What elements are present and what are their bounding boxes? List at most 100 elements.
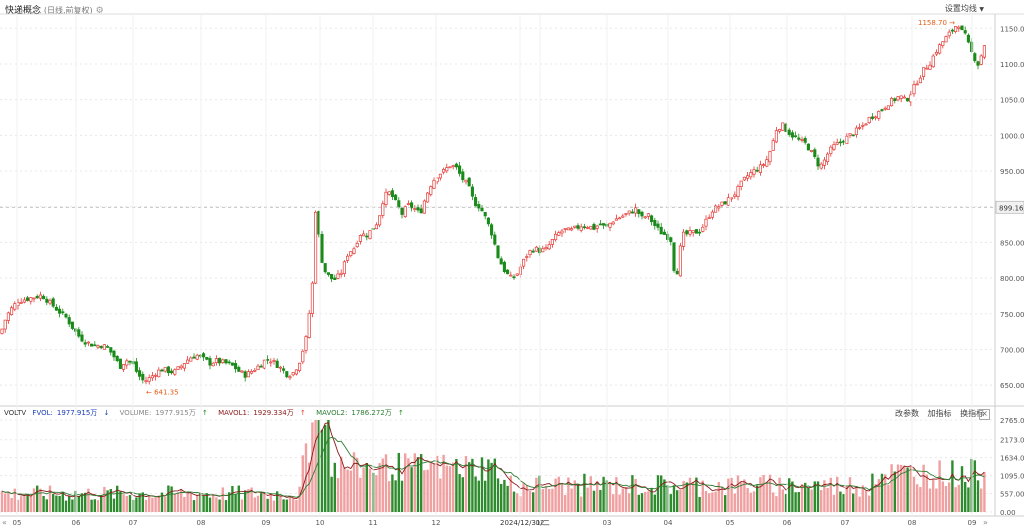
price-tick-label: 1050.00 — [1000, 97, 1024, 105]
candle-body — [422, 200, 426, 214]
candle-body — [154, 374, 158, 377]
candle-body — [586, 227, 590, 229]
price-tick-label: 800.00 — [1000, 275, 1024, 283]
volume-bar — [813, 481, 816, 512]
volume-bar — [784, 494, 788, 512]
volume-bar — [87, 488, 90, 512]
candle-body — [163, 367, 167, 372]
mavol2-line — [1, 437, 985, 498]
scroll-left-icon[interactable]: « — [2, 518, 7, 527]
volume-bar — [186, 492, 189, 512]
candle-body — [83, 342, 87, 345]
candle-body — [470, 186, 474, 197]
candle-body — [762, 164, 766, 166]
volume-bar — [452, 462, 455, 512]
volume-bar — [119, 491, 122, 512]
volume-bar — [487, 459, 490, 512]
candle-body — [387, 191, 391, 195]
candle-body — [269, 361, 273, 364]
volume-bar — [45, 499, 48, 512]
candle-body — [787, 129, 791, 135]
volume-bar — [100, 495, 103, 512]
volume-bar — [112, 498, 116, 512]
volume-bar — [634, 478, 637, 512]
close-icon[interactable]: × — [979, 409, 990, 420]
candle-body — [682, 231, 686, 247]
candle-body — [243, 371, 247, 378]
volume-bar — [480, 457, 484, 512]
candle-body — [3, 319, 7, 330]
candle-body — [525, 256, 529, 258]
volume-bar — [423, 470, 426, 512]
volume-bar — [852, 493, 855, 512]
volume-bar — [836, 476, 839, 512]
volume-bar — [800, 484, 804, 512]
volume-bar — [941, 481, 944, 512]
volume-bar — [103, 486, 106, 512]
volume-bar — [749, 492, 752, 512]
candle-body — [960, 25, 964, 31]
candle-body — [506, 269, 510, 275]
candle-body — [701, 226, 705, 232]
candle-body — [394, 194, 398, 201]
volume-bar — [832, 494, 836, 512]
candle-body — [982, 45, 986, 58]
volume-bar — [746, 488, 749, 512]
volume-bar — [295, 499, 298, 512]
gear-icon[interactable]: ⚙ — [95, 6, 104, 16]
scroll-right-icon[interactable]: » — [983, 518, 988, 527]
candle-body — [688, 230, 692, 235]
candle-body — [106, 346, 110, 348]
fvol-value: 1977.915万 — [56, 409, 98, 417]
volume-bar — [932, 479, 935, 512]
candle-body — [611, 221, 615, 225]
volume-indicator-name[interactable]: VOLTV — [4, 409, 27, 417]
volume-bar — [912, 476, 916, 512]
mavol1-label: MAVOL1: — [218, 409, 250, 417]
arrow-down-icon: ↓ — [103, 409, 110, 417]
volume-bar — [724, 495, 727, 512]
volume-bar — [160, 492, 164, 512]
candle-body — [563, 228, 567, 230]
volume-bar — [570, 488, 573, 512]
switch-indicator-button[interactable]: 换指标 — [960, 409, 985, 418]
candle-body — [26, 297, 30, 301]
candle-body — [925, 67, 929, 70]
add-indicator-button[interactable]: 加指标 — [927, 409, 952, 418]
volume-bar — [861, 485, 864, 512]
volume-bar — [237, 485, 240, 512]
volume-bar — [234, 494, 237, 512]
candle-body — [752, 169, 756, 175]
candle-body — [915, 83, 919, 86]
candle-body — [854, 127, 858, 135]
volume-bar — [413, 453, 416, 512]
candle-body — [851, 134, 855, 137]
candle-body — [531, 250, 535, 253]
volume-bar — [23, 494, 26, 512]
volume-bar — [711, 492, 714, 512]
volume-bar — [298, 486, 301, 512]
volume-bar — [0, 490, 4, 512]
candle-body — [781, 122, 785, 131]
volume-bar — [618, 494, 621, 512]
candle-body — [35, 295, 39, 299]
ma-settings-button[interactable]: 设置均线 ▼ — [945, 3, 984, 14]
volume-bar — [180, 489, 183, 512]
volume-bar — [592, 490, 596, 512]
volume-bar — [93, 499, 96, 512]
candle-body — [189, 357, 193, 362]
volume-bar — [548, 488, 551, 512]
volume-bar — [839, 491, 842, 512]
candle-body — [758, 164, 762, 173]
x-tick-label: 06 — [783, 519, 792, 527]
volume-bar — [266, 498, 269, 512]
candle-body — [573, 225, 577, 228]
candle-body — [579, 226, 583, 231]
candle-body — [941, 41, 945, 46]
volume-bar — [842, 494, 845, 512]
edit-params-button[interactable]: 改参数 — [895, 409, 919, 418]
volume-bar — [580, 496, 583, 512]
candle-body — [374, 224, 378, 230]
